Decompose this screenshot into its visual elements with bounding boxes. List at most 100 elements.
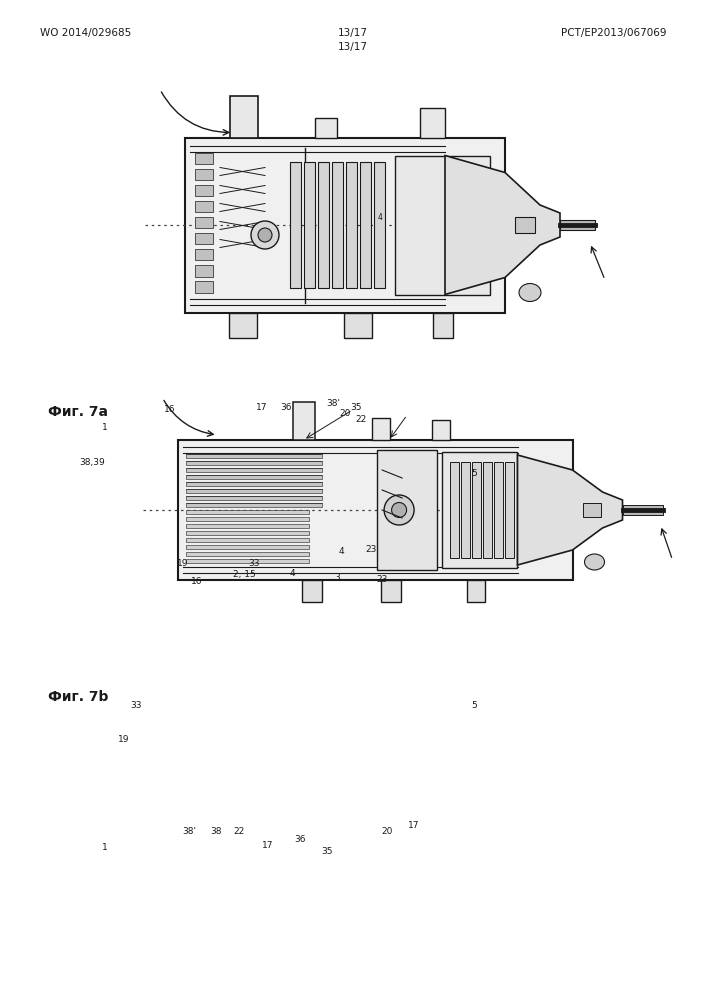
- Text: 4: 4: [339, 548, 344, 556]
- Text: 38: 38: [210, 828, 221, 836]
- Bar: [185, 510, 309, 514]
- Bar: [483, 462, 492, 558]
- Bar: [185, 489, 322, 493]
- Bar: [472, 462, 481, 558]
- Bar: [467, 580, 485, 602]
- Text: 22: 22: [233, 828, 245, 836]
- Bar: [622, 505, 662, 515]
- Text: 36: 36: [281, 402, 292, 412]
- Text: 17: 17: [256, 402, 267, 412]
- Bar: [346, 162, 356, 288]
- Text: 4: 4: [378, 213, 382, 222]
- Bar: [185, 468, 322, 472]
- Bar: [185, 137, 505, 312]
- Bar: [395, 155, 490, 294]
- Bar: [195, 152, 213, 164]
- Bar: [185, 496, 322, 500]
- Bar: [185, 538, 309, 542]
- Bar: [494, 462, 503, 558]
- Text: 5: 5: [472, 702, 477, 710]
- Bar: [185, 482, 322, 486]
- Bar: [374, 162, 385, 288]
- Bar: [560, 220, 595, 230]
- Text: 1: 1: [102, 424, 107, 432]
- Text: 17: 17: [408, 822, 419, 830]
- Polygon shape: [518, 455, 622, 565]
- Text: 33: 33: [130, 702, 141, 710]
- Text: 3: 3: [334, 574, 340, 582]
- Bar: [432, 420, 450, 440]
- Text: 23: 23: [376, 576, 387, 584]
- Bar: [315, 117, 337, 137]
- Bar: [185, 552, 309, 556]
- Bar: [318, 162, 329, 288]
- Bar: [195, 249, 213, 260]
- Bar: [304, 162, 315, 288]
- Bar: [195, 217, 213, 228]
- Bar: [195, 265, 213, 277]
- Ellipse shape: [585, 554, 604, 570]
- Bar: [442, 452, 517, 568]
- Text: 23: 23: [366, 546, 377, 554]
- Bar: [185, 454, 322, 458]
- Bar: [185, 531, 309, 535]
- Text: PCT/EP2013/067069: PCT/EP2013/067069: [561, 28, 667, 38]
- Text: 35: 35: [350, 402, 361, 412]
- Bar: [195, 169, 213, 180]
- Bar: [360, 162, 370, 288]
- Text: Фиг. 7a: Фиг. 7a: [48, 405, 108, 419]
- Text: 36: 36: [295, 836, 306, 844]
- Bar: [377, 450, 437, 570]
- Text: 38,39: 38,39: [79, 458, 105, 466]
- Text: 13/17: 13/17: [338, 28, 368, 38]
- Text: 16: 16: [164, 406, 175, 414]
- Bar: [301, 580, 322, 602]
- Text: 20: 20: [382, 828, 393, 836]
- Bar: [381, 580, 401, 602]
- Bar: [332, 162, 342, 288]
- Bar: [185, 517, 309, 521]
- Text: 5: 5: [472, 470, 477, 479]
- Bar: [229, 312, 257, 338]
- Bar: [420, 107, 445, 137]
- Bar: [433, 312, 453, 338]
- Text: 35: 35: [321, 848, 332, 856]
- Bar: [195, 201, 213, 212]
- Bar: [177, 440, 573, 580]
- Text: 2, 15: 2, 15: [233, 570, 255, 578]
- Bar: [185, 559, 309, 563]
- Ellipse shape: [251, 221, 279, 249]
- Polygon shape: [445, 155, 560, 294]
- Text: 19: 19: [118, 736, 129, 744]
- Text: 20: 20: [339, 410, 351, 418]
- Bar: [293, 402, 315, 440]
- Bar: [195, 281, 213, 293]
- Bar: [185, 545, 309, 549]
- Bar: [185, 503, 322, 507]
- Bar: [290, 162, 300, 288]
- Bar: [195, 185, 213, 196]
- Text: WO 2014/029685: WO 2014/029685: [40, 28, 132, 38]
- Text: 19: 19: [177, 558, 188, 568]
- Ellipse shape: [258, 228, 272, 242]
- Text: 22: 22: [355, 416, 366, 424]
- Text: 16: 16: [191, 578, 202, 586]
- Ellipse shape: [384, 495, 414, 525]
- Bar: [344, 312, 372, 338]
- Bar: [230, 96, 258, 137]
- Text: 1: 1: [102, 844, 107, 852]
- Bar: [461, 462, 470, 558]
- Ellipse shape: [519, 284, 541, 302]
- Text: 38': 38': [327, 399, 341, 408]
- Bar: [450, 462, 459, 558]
- Bar: [583, 503, 600, 517]
- Text: 17: 17: [262, 840, 273, 850]
- Text: 38': 38': [182, 828, 197, 836]
- Ellipse shape: [392, 502, 407, 518]
- Bar: [185, 461, 322, 465]
- Text: 4: 4: [289, 570, 295, 578]
- Text: 13/17: 13/17: [338, 42, 368, 52]
- Bar: [195, 233, 213, 244]
- Bar: [185, 475, 322, 479]
- Bar: [505, 462, 514, 558]
